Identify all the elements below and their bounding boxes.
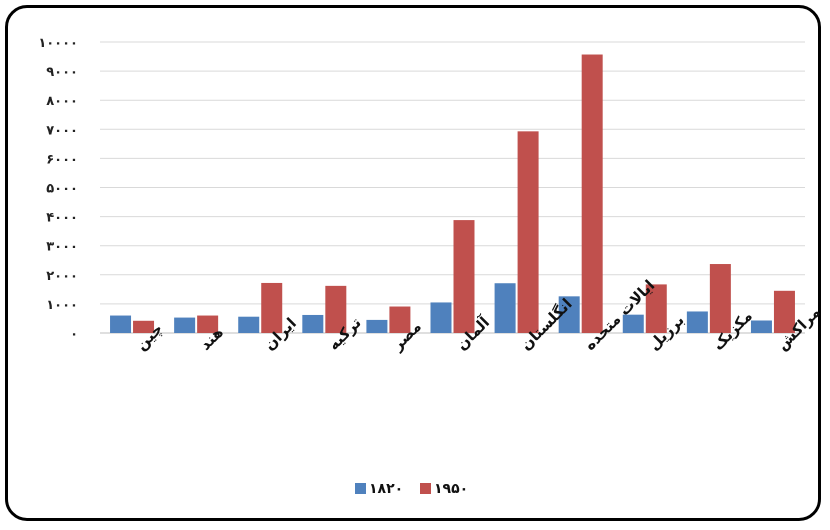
bar — [517, 131, 539, 333]
bar — [133, 320, 155, 333]
y-axis-ticks: ۰ ۱۰۰۰ ۲۰۰۰ ۳۰۰۰ ۴۰۰۰ ۵۰۰۰ ۶۰۰۰ ۷۰۰۰ ۸۰۰۰ ۹۰۰۰ ۱۰۰… — [38, 36, 78, 342]
bar — [645, 284, 667, 333]
bar — [302, 314, 324, 333]
y-tick-label: ۷۰۰۰ — [46, 123, 78, 138]
bar — [453, 220, 475, 333]
y-tick-label: ۹۰۰۰ — [46, 65, 78, 80]
y-tick-label: ۱۰۰۰۰ — [38, 36, 78, 51]
legend-label: ۱۸۲۰ — [369, 481, 403, 497]
y-tick-label: ۶۰۰۰ — [46, 152, 78, 167]
legend-swatch — [420, 483, 431, 494]
bar — [686, 311, 708, 333]
bar — [581, 54, 603, 333]
bar — [366, 319, 388, 333]
chart-frame — [5, 5, 821, 521]
y-tick-label: ۸۰۰۰ — [46, 94, 78, 109]
bar — [430, 302, 452, 333]
bars — [110, 54, 795, 333]
bar — [197, 315, 219, 333]
bar — [750, 320, 772, 333]
bar — [261, 282, 283, 333]
bar — [709, 264, 731, 333]
bar — [389, 306, 411, 333]
legend: ۱۸۲۰ ۱۹۵۰ — [355, 481, 468, 497]
y-tick-label: ۰ — [70, 327, 78, 342]
bar — [622, 314, 644, 333]
y-tick-label: ۲۰۰۰ — [46, 269, 78, 284]
y-tick-label: ۵۰۰۰ — [46, 182, 78, 197]
bar — [325, 285, 347, 333]
y-tick-label: ۴۰۰۰ — [46, 211, 78, 226]
bar — [110, 315, 132, 333]
y-tick-label: ۳۰۰۰ — [46, 240, 78, 255]
legend-label: ۱۹۵۰ — [434, 481, 468, 497]
bar — [174, 317, 196, 333]
bar — [558, 296, 580, 333]
bar — [494, 283, 516, 333]
bar — [238, 316, 260, 333]
y-tick-label: ۱۰۰۰ — [46, 298, 78, 313]
bar — [773, 290, 795, 333]
gridlines — [100, 41, 805, 334]
legend-swatch — [355, 483, 366, 494]
